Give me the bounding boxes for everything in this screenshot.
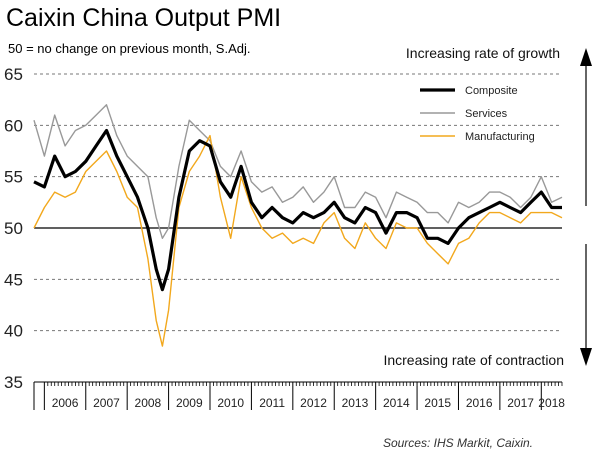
chart-subtitle: 50 = no change on previous month, S.Adj. xyxy=(8,41,250,56)
y-tick-label: 55 xyxy=(4,168,23,187)
x-tick-label: 2018 xyxy=(538,396,565,410)
source-note: Sources: IHS Markit, Caixin. xyxy=(383,436,533,450)
series-services xyxy=(33,104,563,240)
legend-label-manufacturing: Manufacturing xyxy=(465,131,535,143)
x-tick-label: 2015 xyxy=(424,396,451,410)
y-tick-label: 50 xyxy=(4,219,23,238)
gridlines xyxy=(34,73,562,332)
y-tick-label: 40 xyxy=(4,322,23,341)
annotation-growth: Increasing rate of growth xyxy=(406,45,560,61)
y-tick-label: 65 xyxy=(4,65,23,84)
y-axis: 35 40 45 50 55 60 65 xyxy=(4,65,23,392)
contraction-arrow xyxy=(580,244,592,366)
x-axis: 2006 2007 2008 2009 2010 2011 2012 2013 2014 2015… xyxy=(33,381,565,410)
y-tick-label: 60 xyxy=(4,116,23,135)
growth-arrow xyxy=(580,48,592,206)
series-manufacturing xyxy=(33,134,563,347)
x-tick-label: 2013 xyxy=(342,396,369,410)
legend: Composite Services Manufacturing xyxy=(420,85,535,143)
x-tick-label: 2014 xyxy=(383,396,410,410)
x-tick-label: 2011 xyxy=(259,396,285,410)
y-tick-label: 35 xyxy=(4,373,23,392)
x-tick-label: 2012 xyxy=(300,396,327,410)
y-tick-label: 45 xyxy=(4,270,23,289)
legend-label-composite: Composite xyxy=(465,85,518,97)
x-tick-label: 2016 xyxy=(466,396,493,410)
x-tick-label: 2009 xyxy=(176,396,203,410)
series-lines xyxy=(33,104,563,347)
x-tick-label: 2010 xyxy=(217,396,244,410)
x-tick-label: 2008 xyxy=(135,396,162,410)
x-tick-label: 2017 xyxy=(507,396,534,410)
annotation-contraction: Increasing rate of contraction xyxy=(383,352,564,368)
x-tick-label: 2007 xyxy=(93,396,120,410)
x-tick-label: 2006 xyxy=(52,396,79,410)
series-composite xyxy=(33,128,562,292)
legend-label-services: Services xyxy=(465,108,508,120)
chart-title: Caixin China Output PMI xyxy=(6,4,281,32)
